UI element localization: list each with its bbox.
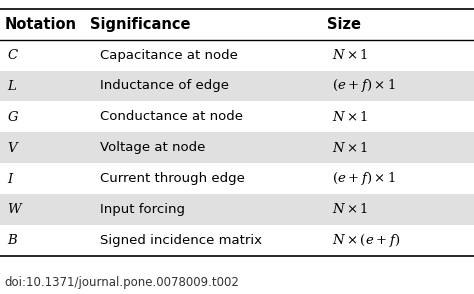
- Text: Notation: Notation: [5, 17, 77, 32]
- Text: $I$: $I$: [7, 172, 15, 186]
- Text: $(e+f)\times 1$: $(e+f)\times 1$: [332, 170, 396, 187]
- Bar: [0, 132, 474, 163]
- Text: $L$: $L$: [7, 79, 18, 93]
- Text: Capacitance at node: Capacitance at node: [100, 49, 237, 62]
- Bar: [0, 40, 474, 71]
- Text: $W$: $W$: [7, 203, 24, 216]
- Text: Significance: Significance: [90, 17, 191, 32]
- Bar: [0, 163, 474, 194]
- Bar: [0, 101, 474, 132]
- Text: $N\times 1$: $N\times 1$: [332, 48, 368, 62]
- Text: Conductance at node: Conductance at node: [100, 110, 243, 123]
- Text: Voltage at node: Voltage at node: [100, 141, 205, 154]
- Text: Current through edge: Current through edge: [100, 172, 245, 185]
- Text: Input forcing: Input forcing: [100, 203, 184, 216]
- Text: $V$: $V$: [7, 141, 20, 155]
- Text: $N\times 1$: $N\times 1$: [332, 110, 368, 124]
- Bar: [0, 194, 474, 225]
- Text: $B$: $B$: [7, 233, 18, 247]
- Bar: [0, 9, 474, 40]
- Text: Signed incidence matrix: Signed incidence matrix: [100, 234, 262, 247]
- Text: $G$: $G$: [7, 110, 19, 124]
- Text: Size: Size: [327, 17, 361, 32]
- Text: $N\times 1$: $N\times 1$: [332, 141, 368, 155]
- Text: Inductance of edge: Inductance of edge: [100, 79, 228, 93]
- Text: doi:10.1371/journal.pone.0078009.t002: doi:10.1371/journal.pone.0078009.t002: [5, 276, 240, 289]
- Text: $N\times 1$: $N\times 1$: [332, 203, 368, 216]
- Text: $C$: $C$: [7, 48, 19, 62]
- Text: $N\times (e+f)$: $N\times (e+f)$: [332, 232, 400, 249]
- Text: $(e+f)\times 1$: $(e+f)\times 1$: [332, 78, 396, 94]
- Bar: [0, 225, 474, 256]
- Bar: [0, 71, 474, 101]
